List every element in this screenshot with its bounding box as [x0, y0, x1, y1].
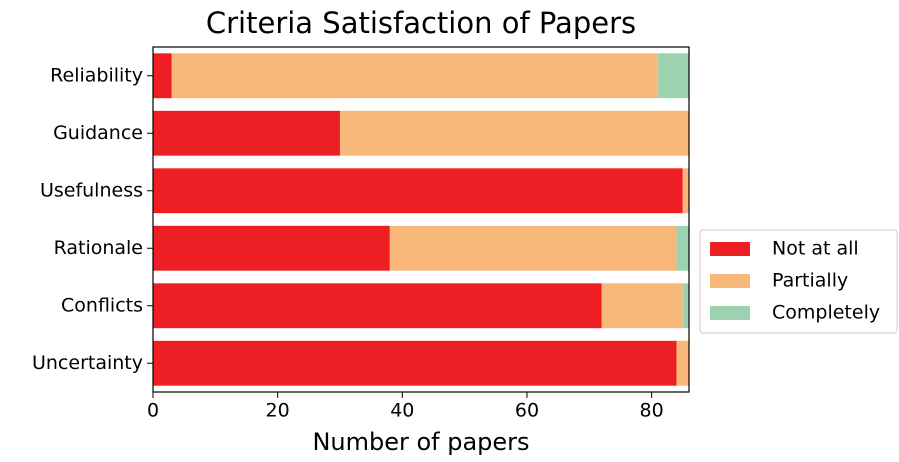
- legend-label: Completely: [772, 302, 880, 324]
- bar: [676, 340, 689, 386]
- bar: [601, 283, 683, 329]
- x-tick-label: 80: [640, 400, 664, 422]
- x-tick-label: 20: [266, 400, 290, 422]
- legend-label: Not at all: [772, 238, 859, 260]
- bar: [153, 53, 172, 99]
- legend-label: Partially: [772, 270, 848, 292]
- y-tick-label: Rationale: [54, 237, 143, 259]
- bar: [153, 168, 683, 214]
- legend-swatch: [710, 242, 750, 256]
- y-tick-label: Uncertainty: [32, 352, 143, 374]
- bar: [682, 283, 689, 329]
- bar: [153, 283, 602, 329]
- plot-frame: [152, 46, 690, 393]
- bar: [153, 340, 677, 386]
- y-tick-label: Reliability: [50, 64, 143, 86]
- y-tick-label: Guidance: [53, 122, 143, 144]
- x-axis-label: Number of papers: [312, 428, 529, 456]
- chart-title: Criteria Satisfaction of Papers: [206, 6, 636, 40]
- x-tick-label: 40: [390, 400, 414, 422]
- legend-swatch: [710, 306, 750, 320]
- bar: [657, 53, 689, 99]
- x-tick-label: 60: [515, 400, 539, 422]
- bar: [682, 168, 689, 214]
- bar: [153, 225, 390, 271]
- bar: [339, 110, 689, 156]
- y-tick-label: Conflicts: [61, 294, 143, 316]
- bar: [676, 225, 689, 271]
- x-tick-label: 0: [147, 400, 159, 422]
- y-tick-label: Usefulness: [40, 179, 143, 201]
- bar: [153, 110, 340, 156]
- bar: [171, 53, 658, 99]
- legend-swatch: [710, 274, 750, 288]
- bar: [389, 225, 677, 271]
